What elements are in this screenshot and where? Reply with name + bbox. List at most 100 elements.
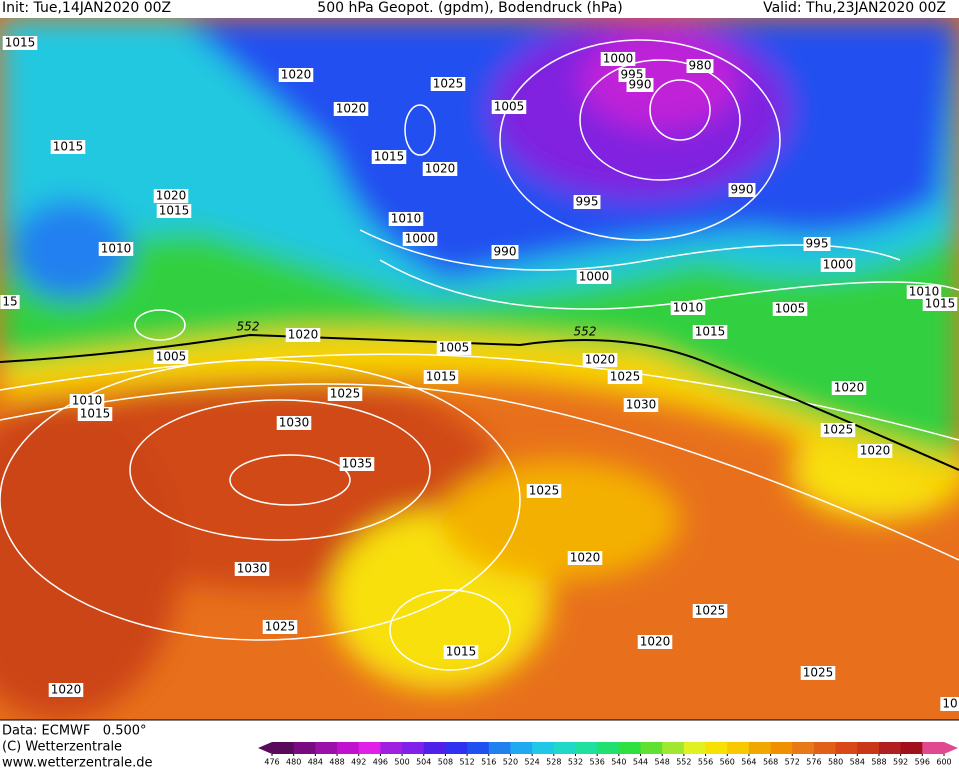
isobar-label: 1005 (775, 302, 806, 316)
isobar-label-box (422, 162, 458, 176)
colorbar-label: 564 (741, 758, 756, 767)
isobar-label: 1005 (156, 350, 187, 364)
isobar-label-box (436, 341, 472, 355)
isobar-label-box (276, 416, 312, 430)
isobar-label: 1025 (330, 387, 361, 401)
colorbar-label: 520 (503, 758, 518, 767)
colorbar-swatch (900, 742, 923, 754)
isobar-label: 1015 (446, 645, 477, 659)
colorbar-label: 484 (308, 758, 323, 767)
colorbar-swatch (423, 742, 446, 754)
colorbar-label: 576 (806, 758, 821, 767)
colorbar-label: 584 (850, 758, 865, 767)
isobar-label-box (820, 423, 856, 437)
isobar-label-box (623, 398, 659, 412)
isobar-label: 1025 (695, 604, 726, 618)
colorbar-label: 532 (568, 758, 583, 767)
colorbar-label: 596 (915, 758, 930, 767)
colorbar-swatch (337, 742, 360, 754)
isobar-label-box (402, 232, 438, 246)
colorbar-label: 488 (329, 758, 344, 767)
isobar-label: 1020 (51, 683, 82, 697)
isobar-label-box (800, 666, 836, 680)
isobar-label: 1025 (433, 77, 464, 91)
colorbar-label: 516 (481, 758, 496, 767)
contour-552 (0, 333, 959, 471)
colorbar-label: 580 (828, 758, 843, 767)
colorbar-label: 480 (286, 758, 301, 767)
isobar-label: 1020 (570, 551, 601, 565)
isobar-label: 990 (629, 78, 652, 92)
colorbar-label: 592 (893, 758, 908, 767)
isobar-label-box (156, 204, 192, 218)
isobar-label-box (153, 350, 189, 364)
isobar-label: 15 (2, 295, 17, 309)
isobar-label-box (692, 325, 728, 339)
colorbar-label: 508 (438, 758, 453, 767)
isobar-label: 1020 (288, 328, 319, 342)
colorbar-swatch (857, 742, 880, 754)
isobar-label-box (443, 645, 479, 659)
copyright: (C) Wetterzentrale (2, 740, 122, 755)
isobar-label: 1000 (823, 258, 854, 272)
isobar-label: 1020 (860, 444, 891, 458)
isobar-label-box (857, 444, 893, 458)
website: www.wetterzentrale.de (2, 756, 152, 770)
colorbar-swatch (402, 742, 425, 754)
isobar-label-box (940, 697, 959, 711)
isobar-label: 1020 (585, 353, 616, 367)
isobar-label-box (803, 237, 831, 251)
colorbar-swatch (510, 742, 533, 754)
isobar-label-box (430, 77, 466, 91)
colorbar-swatch (792, 742, 815, 754)
isobar-label: 1000 (579, 270, 610, 284)
colorbar-label: 540 (611, 758, 626, 767)
isobar-label: 1020 (281, 68, 312, 82)
isobar-label: 1010 (673, 301, 704, 315)
isobar-label: 1005 (439, 341, 470, 355)
isobar-label: 1015 (159, 204, 190, 218)
isobar-label: 1000 (603, 52, 634, 66)
isobar-label-box (567, 551, 603, 565)
isobar-label: 990 (731, 183, 754, 197)
isobar-label: 1025 (265, 620, 296, 634)
colorbar-swatch (835, 742, 858, 754)
isobar-label: 1035 (342, 457, 373, 471)
colorbar-swatch (597, 742, 620, 754)
isobar-label: 1030 (237, 562, 268, 576)
valid-text: Valid: Thu,23JAN2020 00Z (763, 0, 946, 16)
isobar-label-box (670, 301, 706, 315)
colorbar-swatch (445, 742, 468, 754)
isobar-label: 1010 (101, 242, 132, 256)
colorbar-label: 496 (373, 758, 388, 767)
colorbar-label: 600 (936, 758, 951, 767)
map-field (0, 18, 959, 720)
colorbar-label: 552 (676, 758, 691, 767)
colorbar-label: 476 (264, 758, 279, 767)
isobar-label-box (0, 295, 20, 309)
isobar-label: 1020 (834, 381, 865, 395)
isobar-label-box (686, 59, 714, 73)
isobar-label: 1025 (823, 423, 854, 437)
contour-label: 552 (237, 320, 260, 334)
colorbar-label: 556 (698, 758, 713, 767)
colorbar-label: 544 (633, 758, 648, 767)
isobars (0, 39, 959, 671)
isobar-label-box (234, 562, 270, 576)
isobar-label-box (285, 328, 321, 342)
colorbar-swatch (532, 742, 555, 754)
colorbar-label: 500 (394, 758, 409, 767)
isobar-label-box (607, 370, 643, 384)
colorbar-swatch (293, 742, 316, 754)
isobar-label: 1030 (279, 416, 310, 430)
isobar-label-box (637, 635, 673, 649)
isobar-label: 1025 (610, 370, 641, 384)
isobar-label: 1025 (803, 666, 834, 680)
isobar-label-box (831, 381, 867, 395)
isobar-label-box (692, 604, 728, 618)
colorbar-label: 536 (590, 758, 605, 767)
isobar-label: 1015 (5, 36, 36, 50)
isobar-label-box (371, 150, 407, 164)
